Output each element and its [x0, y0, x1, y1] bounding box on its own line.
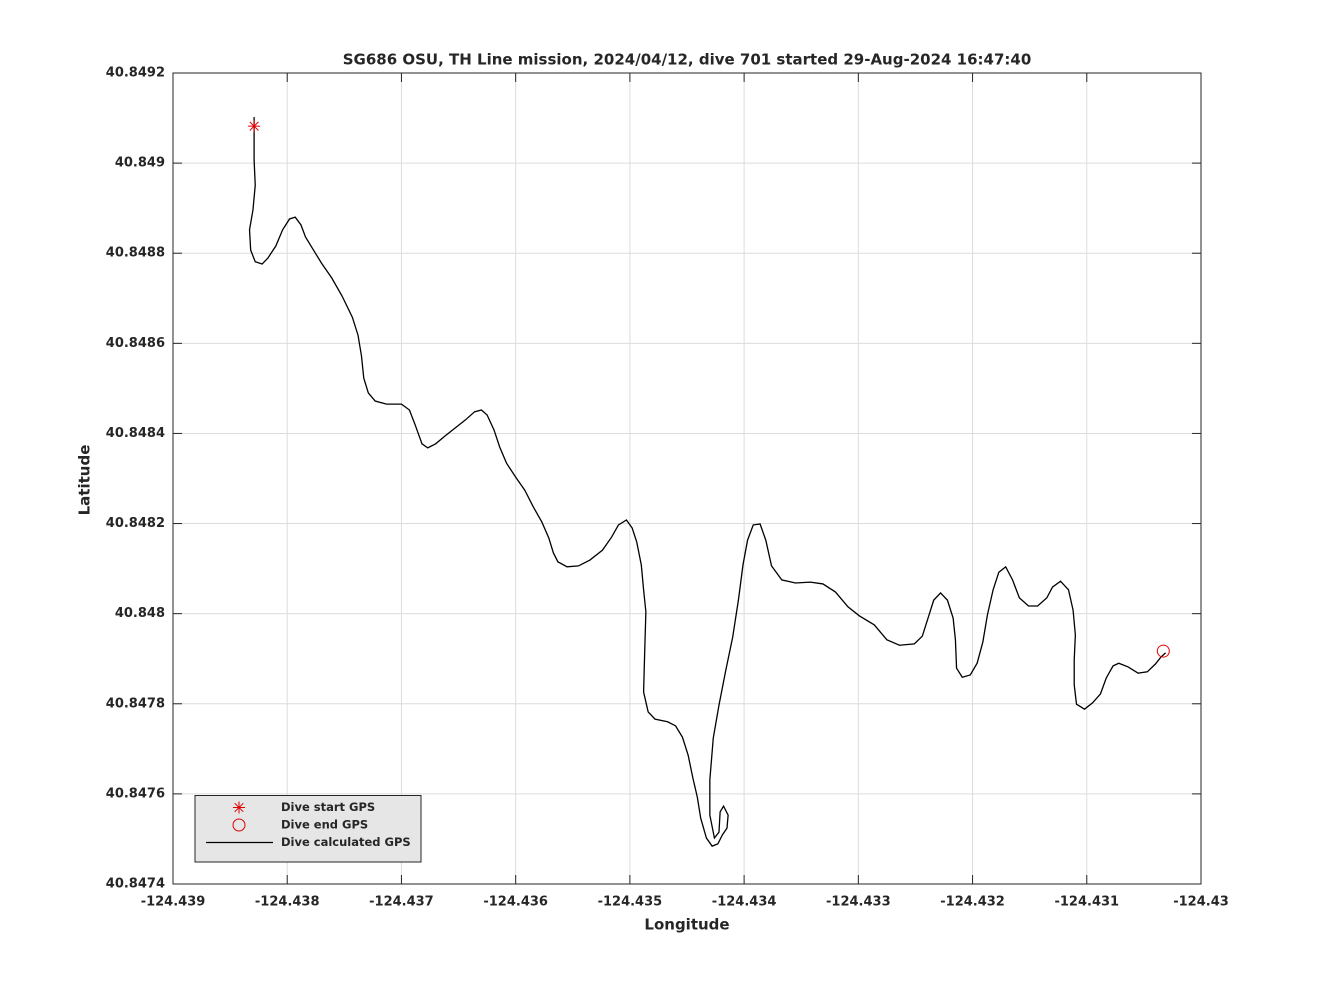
axes-box	[172, 72, 1202, 885]
x-tick-label: -124.431	[1054, 895, 1119, 910]
gps-marker	[248, 120, 261, 133]
y-tick-label: 40.848	[115, 606, 165, 621]
track-line	[248, 117, 1167, 847]
x-tick-label: -124.434	[712, 895, 777, 910]
y-axis-label: Latitude	[76, 445, 94, 516]
legend-marker	[232, 818, 246, 832]
y-tick-label: 40.8488	[106, 246, 165, 261]
y-tick-label: 40.849	[115, 156, 165, 171]
gps-marker	[1156, 644, 1170, 658]
y-tick-label: 40.8474	[106, 877, 165, 892]
y-tick-label: 40.8486	[106, 336, 165, 351]
legend-label: Dive end GPS	[281, 818, 368, 832]
ticks: -124.439 -124.438 -124.437 -124.436 -124.435…	[106, 66, 1229, 910]
x-tick-label: -124.436	[483, 895, 548, 910]
y-tick-label: 40.8484	[106, 426, 165, 441]
legend: Dive start GPS Dive end GPS Dive calculate…	[194, 795, 422, 863]
x-tick-label: -124.437	[369, 895, 434, 910]
y-tick-label: 40.8478	[106, 696, 165, 711]
y-tick-label: 40.8476	[106, 786, 165, 801]
legend-box	[194, 795, 422, 863]
legend-label: Dive start GPS	[281, 800, 375, 814]
x-tick-label: -124.43	[1173, 895, 1229, 910]
legend-label: Dive calculated GPS	[281, 835, 411, 849]
x-tick-label: -124.438	[255, 895, 320, 910]
x-tick-label: -124.435	[598, 895, 663, 910]
plot-area	[248, 117, 1170, 847]
y-tick-label: 40.8482	[106, 516, 165, 531]
x-tick-label: -124.433	[826, 895, 891, 910]
legend-marker	[233, 801, 245, 814]
chart-title: SG686 OSU, TH Line mission, 2024/04/12, …	[343, 51, 1032, 69]
asterisk-stroke	[249, 121, 259, 131]
asterisk-stroke	[234, 802, 244, 813]
x-axis-label: Longitude	[644, 916, 729, 934]
x-tick-label: -124.439	[141, 895, 206, 910]
x-tick-label: -124.432	[940, 895, 1005, 910]
y-tick-label: 40.8492	[106, 66, 165, 81]
